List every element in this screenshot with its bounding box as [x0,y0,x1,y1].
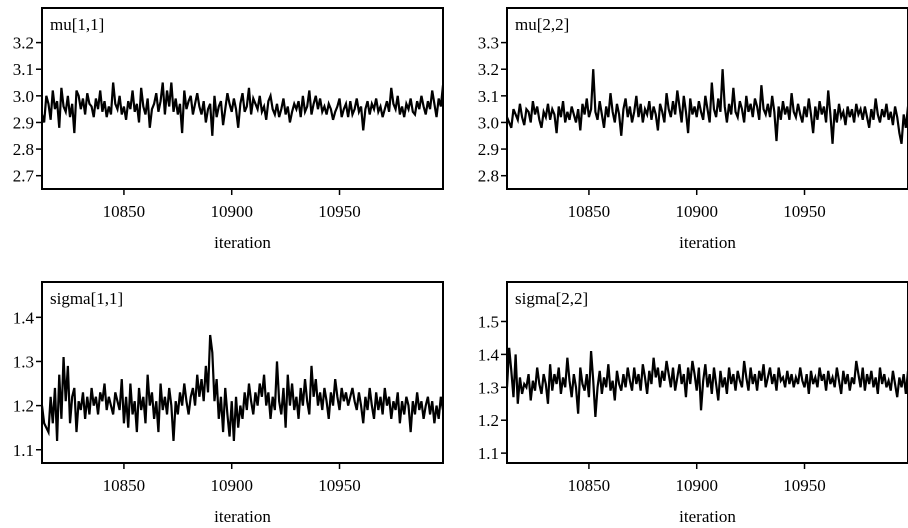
y-tick-label: 1.2 [13,397,34,416]
y-tick-label: 2.9 [13,113,34,132]
y-tick-label: 2.7 [13,167,35,186]
x-axis-label: iteration [679,507,736,526]
x-tick-label: 10900 [210,476,253,495]
y-tick-label: 1.1 [13,441,34,460]
x-tick-label: 10950 [318,476,361,495]
panel-frame-3 [506,281,908,464]
panel-title: sigma[2,2] [515,289,588,308]
x-tick-label: 10950 [783,202,826,221]
x-tick-label: 10900 [675,476,718,495]
y-tick-label: 3.2 [478,60,499,79]
x-axis-label: iteration [214,507,271,526]
trace-line-0 [42,82,443,136]
y-tick-label: 1.2 [478,411,499,430]
panel-title: mu[2,2] [515,15,569,34]
x-tick-label: 10850 [568,202,611,221]
x-axis-label: iteration [214,233,271,252]
panel-title: sigma[1,1] [50,289,123,308]
x-tick-label: 10900 [210,202,253,221]
x-tick-label: 10850 [103,476,146,495]
x-axis-label: iteration [679,233,736,252]
y-tick-label: 1.4 [478,345,500,364]
y-tick-label: 1.1 [478,444,499,463]
x-tick-label: 10850 [103,202,146,221]
x-tick-label: 10950 [783,476,826,495]
x-tick-label: 10850 [568,476,611,495]
panel-title: mu[1,1] [50,15,104,34]
trace-line-2 [42,334,443,441]
y-tick-label: 3.3 [478,34,499,53]
y-tick-label: 2.8 [13,140,34,159]
panel-frame-1 [506,7,908,190]
trace-line-1 [507,69,908,144]
y-tick-label: 2.8 [478,167,499,186]
y-tick-label: 1.4 [13,308,35,327]
y-tick-label: 1.5 [478,312,499,331]
panel-frame-2 [41,281,444,464]
y-tick-label: 3.1 [13,60,34,79]
y-tick-label: 1.3 [478,378,499,397]
y-tick-label: 3.1 [478,87,499,106]
y-tick-label: 1.3 [13,352,34,371]
y-tick-label: 3.2 [13,34,34,53]
y-tick-label: 3.0 [13,87,34,106]
x-tick-label: 10950 [318,202,361,221]
y-tick-label: 3.0 [478,113,499,132]
trace-line-3 [507,347,908,418]
panel-frame-0 [41,7,444,190]
y-tick-label: 2.9 [478,140,499,159]
x-tick-label: 10900 [675,202,718,221]
